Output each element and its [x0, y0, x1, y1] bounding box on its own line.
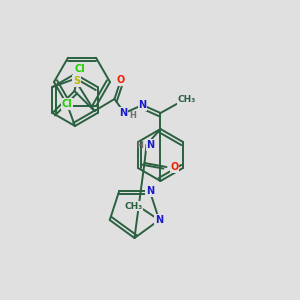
Text: O: O	[116, 75, 124, 85]
Text: N: N	[155, 215, 163, 225]
Text: N: N	[146, 186, 154, 196]
Text: Cl: Cl	[61, 99, 72, 109]
Text: H: H	[136, 142, 143, 151]
Text: O: O	[170, 162, 178, 172]
Text: N: N	[119, 108, 128, 118]
Text: S: S	[73, 76, 80, 86]
Text: H: H	[129, 112, 136, 121]
Text: CH₃: CH₃	[177, 95, 196, 104]
Text: N: N	[138, 100, 146, 110]
Text: N: N	[146, 140, 154, 150]
Text: CH₃: CH₃	[124, 202, 142, 211]
Text: Cl: Cl	[74, 64, 85, 74]
